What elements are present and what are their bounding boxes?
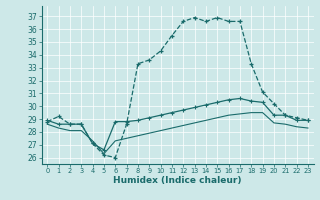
X-axis label: Humidex (Indice chaleur): Humidex (Indice chaleur) (113, 176, 242, 185)
